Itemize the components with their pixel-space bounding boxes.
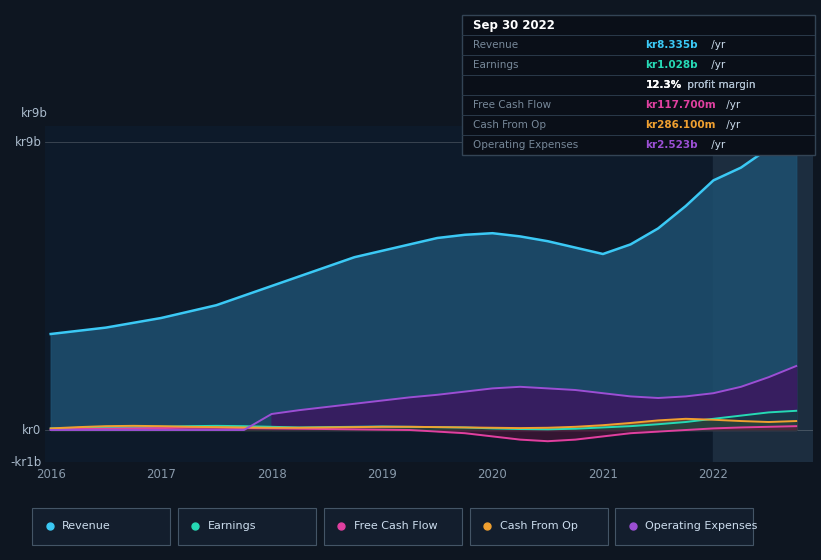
Text: /yr: /yr xyxy=(723,100,741,110)
Text: Operating Expenses: Operating Expenses xyxy=(645,521,758,531)
Text: 12.3%: 12.3% xyxy=(645,80,681,90)
Text: 12.3%: 12.3% xyxy=(645,80,681,90)
Text: kr1.028b: kr1.028b xyxy=(645,60,698,70)
Text: kr8.335b: kr8.335b xyxy=(645,40,698,50)
FancyBboxPatch shape xyxy=(323,508,461,544)
Bar xyxy=(713,126,813,462)
Text: Revenue: Revenue xyxy=(62,521,111,531)
Text: Cash From Op: Cash From Op xyxy=(473,120,546,130)
Text: kr9b: kr9b xyxy=(15,136,41,148)
Text: Revenue: Revenue xyxy=(473,40,518,50)
Text: /yr: /yr xyxy=(708,40,725,50)
Text: Free Cash Flow: Free Cash Flow xyxy=(354,521,438,531)
Text: Operating Expenses: Operating Expenses xyxy=(473,140,578,150)
FancyBboxPatch shape xyxy=(178,508,316,544)
Text: kr117.700m: kr117.700m xyxy=(645,100,716,110)
Text: kr0: kr0 xyxy=(22,423,41,436)
Text: kr9b: kr9b xyxy=(21,108,48,120)
Text: Free Cash Flow: Free Cash Flow xyxy=(473,100,551,110)
Text: kr2.523b: kr2.523b xyxy=(645,140,698,150)
Text: Earnings: Earnings xyxy=(473,60,518,70)
Text: Cash From Op: Cash From Op xyxy=(499,521,577,531)
Text: profit margin: profit margin xyxy=(685,80,756,90)
Text: Earnings: Earnings xyxy=(208,521,256,531)
FancyBboxPatch shape xyxy=(470,508,608,544)
Text: /yr: /yr xyxy=(708,140,725,150)
Text: -kr1b: -kr1b xyxy=(10,455,41,469)
FancyBboxPatch shape xyxy=(616,508,754,544)
Text: profit margin: profit margin xyxy=(685,80,756,90)
FancyBboxPatch shape xyxy=(32,508,170,544)
Text: /yr: /yr xyxy=(723,120,741,130)
Text: Sep 30 2022: Sep 30 2022 xyxy=(473,18,554,31)
Text: kr286.100m: kr286.100m xyxy=(645,120,716,130)
Text: /yr: /yr xyxy=(708,60,725,70)
